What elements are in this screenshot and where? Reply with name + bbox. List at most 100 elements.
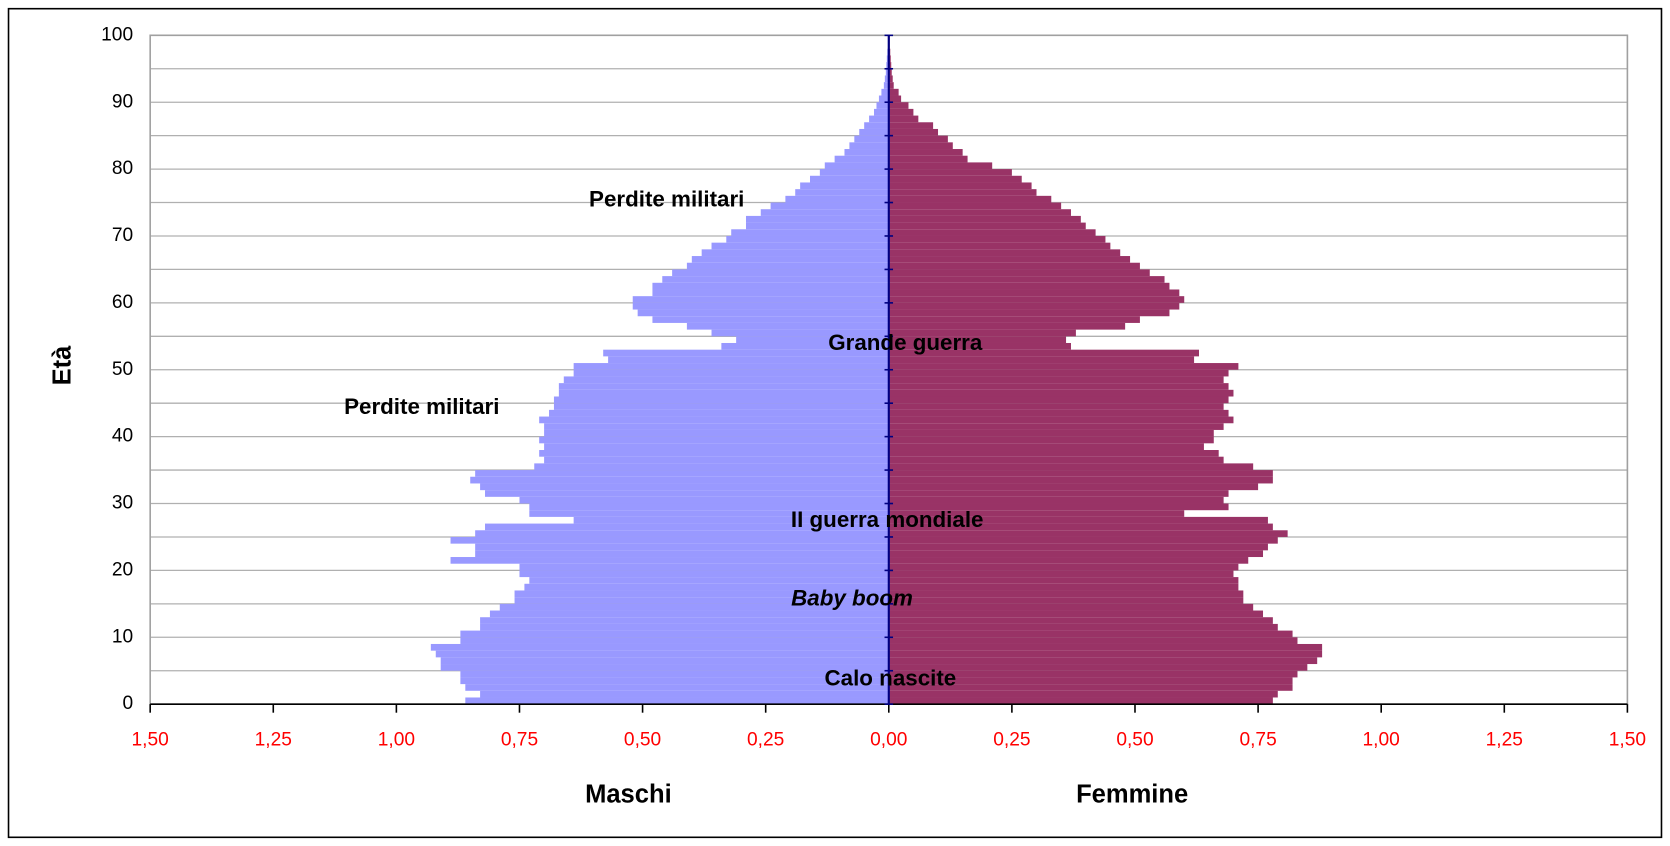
bar (888, 329, 1076, 337)
bar (529, 577, 889, 584)
bar (888, 342, 1071, 350)
bar (888, 516, 1268, 524)
x-tick-label: 1,25 (1486, 729, 1523, 750)
bar (883, 82, 889, 89)
bar (888, 610, 1264, 618)
bar (888, 630, 1293, 638)
y-tick-label: 90 (112, 91, 133, 112)
bar (465, 684, 889, 691)
bar (888, 530, 1288, 537)
bar (888, 476, 1273, 484)
bar (888, 677, 1293, 685)
x-axis-title-right: Femmine (1076, 781, 1188, 809)
bar (795, 189, 889, 196)
bar (888, 82, 894, 89)
bar (888, 169, 1012, 176)
bar (888, 195, 1052, 203)
bar (888, 543, 1268, 551)
bar (888, 75, 893, 83)
bar (888, 242, 1111, 250)
bar (888, 429, 1214, 437)
bar (573, 516, 889, 524)
bar (430, 643, 889, 651)
bar (888, 623, 1278, 631)
bar (711, 329, 889, 337)
x-tick-label: 0,25 (993, 729, 1030, 750)
bar (450, 557, 889, 564)
bar (888, 276, 1165, 283)
annotation: Perdite militari (344, 394, 499, 419)
bar (888, 182, 1032, 190)
bar (662, 276, 889, 283)
bar (888, 383, 1229, 390)
bar (888, 256, 1131, 263)
bar (534, 463, 889, 471)
bar (824, 162, 889, 170)
x-axis-title-left: Maschi (585, 781, 672, 809)
x-tick-label: 0,50 (624, 729, 661, 750)
annotation: Perdite militari (589, 186, 744, 211)
bar (888, 617, 1273, 624)
y-tick-label: 80 (112, 158, 133, 179)
bar (637, 309, 889, 317)
bar (888, 322, 1126, 330)
bar (514, 597, 889, 604)
bar (888, 289, 1180, 297)
y-tick-label: 0 (122, 693, 133, 714)
y-tick-label: 50 (112, 359, 133, 380)
bar (888, 68, 892, 76)
bar (888, 583, 1239, 591)
bar (888, 684, 1293, 691)
x-tick-label: 1,50 (132, 729, 169, 750)
y-tick-label: 40 (112, 426, 133, 447)
bar (869, 115, 889, 123)
bar (529, 510, 889, 517)
bar (874, 108, 889, 116)
bar (888, 215, 1081, 223)
bar (884, 75, 889, 83)
bar (573, 363, 889, 370)
bar (785, 195, 889, 203)
bar (844, 149, 889, 156)
bar (888, 483, 1259, 491)
bar (809, 175, 889, 183)
bar (888, 128, 939, 136)
bar (888, 403, 1224, 410)
x-tick-label: 1,00 (378, 729, 415, 750)
bar (731, 229, 889, 236)
bar (691, 256, 889, 263)
bar (888, 135, 948, 143)
bar (854, 135, 889, 143)
plot-area: 1,50 1,25 1,00 0,75 0,50 0,25 0,00 0,25 0,50 0,75… (101, 24, 1646, 750)
bar (888, 557, 1249, 564)
bar (470, 476, 889, 484)
bar (819, 169, 889, 176)
bar (864, 122, 889, 129)
bar (440, 664, 889, 671)
bar (888, 409, 1229, 417)
bar (888, 222, 1086, 230)
bar (686, 322, 889, 330)
bar (745, 215, 889, 223)
bar (888, 470, 1273, 477)
bar (553, 396, 889, 404)
bar (888, 550, 1264, 558)
bar (888, 389, 1234, 397)
bar (888, 376, 1224, 384)
bar (885, 68, 889, 76)
bar (888, 496, 1224, 504)
bar (529, 503, 889, 511)
bar (519, 570, 889, 578)
bar (888, 563, 1239, 571)
bar (888, 249, 1121, 257)
bar (475, 550, 889, 558)
bar (450, 536, 889, 544)
bar (888, 396, 1229, 404)
bar (888, 62, 892, 69)
bar (544, 429, 889, 437)
bar (888, 690, 1278, 698)
bar (888, 155, 968, 163)
bar (485, 490, 889, 497)
x-tick-label: 0,25 (747, 729, 784, 750)
